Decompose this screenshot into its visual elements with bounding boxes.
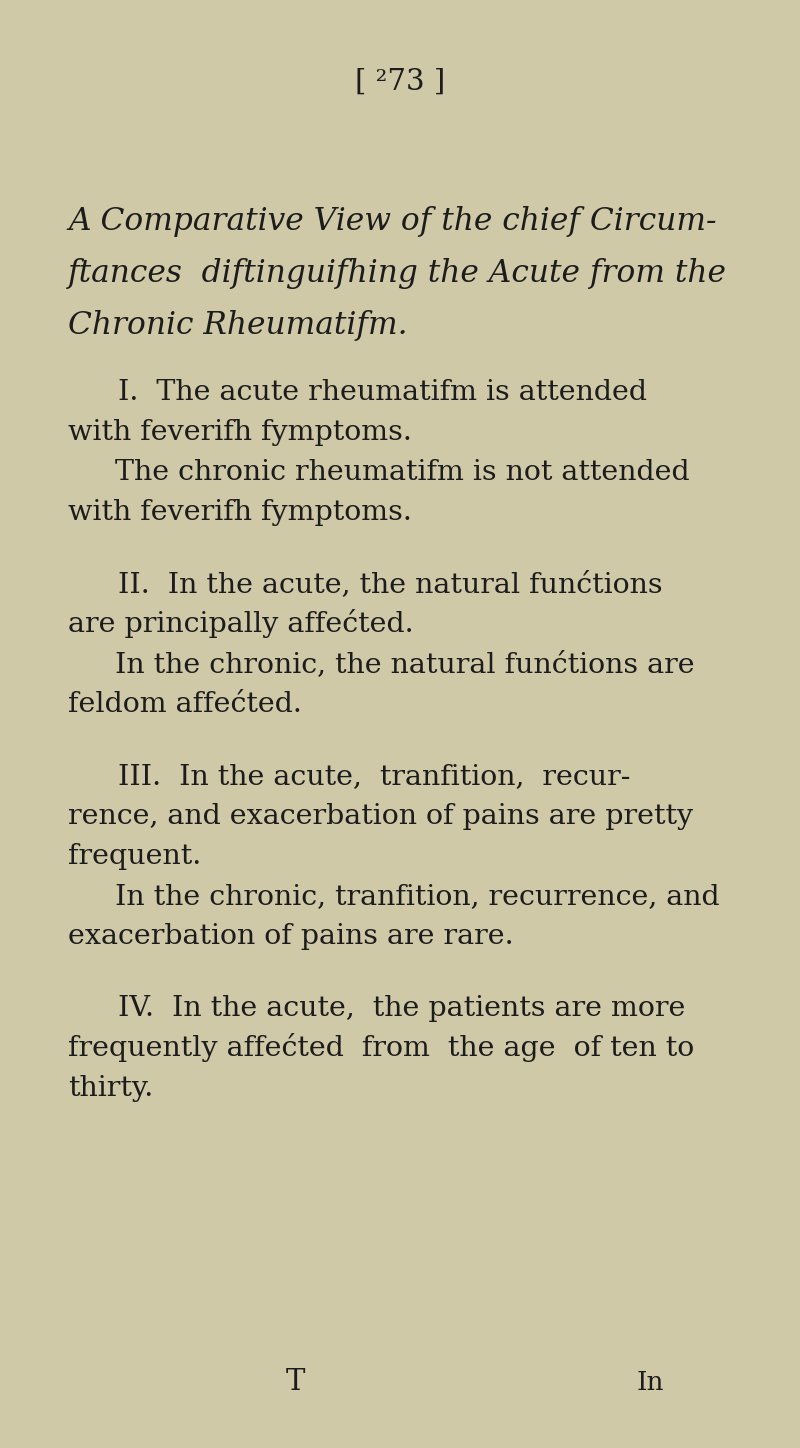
Text: with feverifh fymptoms.: with feverifh fymptoms. bbox=[68, 418, 412, 446]
Text: thirty.: thirty. bbox=[68, 1074, 154, 1102]
Text: IV.  In the acute,  the patients are more: IV. In the acute, the patients are more bbox=[118, 995, 686, 1022]
Text: Chronic Rheumatifm.: Chronic Rheumatifm. bbox=[68, 310, 407, 340]
Text: frequent.: frequent. bbox=[68, 843, 202, 870]
Text: are principally affećted.: are principally affećted. bbox=[68, 610, 414, 639]
Text: II.  In the acute, the natural funćtions: II. In the acute, the natural funćtions bbox=[118, 571, 662, 598]
Text: exacerbation of pains are rare.: exacerbation of pains are rare. bbox=[68, 922, 514, 950]
Text: In: In bbox=[636, 1370, 664, 1394]
Text: In the chronic, tranfition, recurrence, and: In the chronic, tranfition, recurrence, … bbox=[115, 883, 720, 909]
Text: T: T bbox=[286, 1368, 305, 1396]
Text: rence, and exacerbation of pains are pretty: rence, and exacerbation of pains are pre… bbox=[68, 804, 693, 830]
Text: III.  In the acute,  tranfition,  recur-: III. In the acute, tranfition, recur- bbox=[118, 763, 630, 791]
Text: frequently affećted  from  the age  of ten to: frequently affećted from the age of ten … bbox=[68, 1032, 694, 1061]
Text: In the chronic, the natural funćtions are: In the chronic, the natural funćtions ar… bbox=[115, 652, 694, 678]
Text: I.  The acute rheumatifm is attended: I. The acute rheumatifm is attended bbox=[118, 379, 647, 405]
Text: ftances  diftinguifhing the Acute from the: ftances diftinguifhing the Acute from th… bbox=[68, 258, 727, 290]
Text: A Comparative View of the chief Circum-: A Comparative View of the chief Circum- bbox=[68, 206, 717, 237]
Text: [ ²73 ]: [ ²73 ] bbox=[355, 68, 445, 96]
Text: The chronic rheumatifm is not attended: The chronic rheumatifm is not attended bbox=[115, 459, 690, 487]
Text: with feverifh fymptoms.: with feverifh fymptoms. bbox=[68, 500, 412, 526]
Text: feldom affećted.: feldom affećted. bbox=[68, 691, 302, 718]
